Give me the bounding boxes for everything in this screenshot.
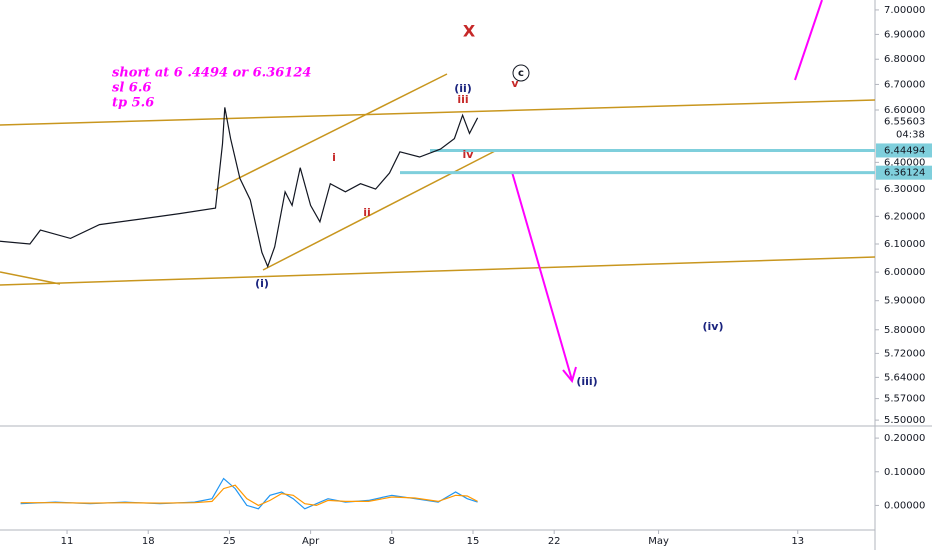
wave-label: (iv) [703, 320, 724, 333]
trend-line [0, 99, 876, 126]
arrows [511, 0, 823, 384]
y-tick-label: 6.70000 [884, 79, 925, 90]
trend-line [0, 256, 876, 286]
y-tick-label: 6.40000 [884, 157, 925, 168]
price-level-label: 6.44494 [884, 145, 925, 156]
y-tick-label: 6.80000 [884, 54, 925, 65]
note-text: tp 5.6 [112, 96, 154, 111]
x-tick-label: 15 [467, 536, 480, 547]
last-price-label: 6.55603 [884, 116, 925, 127]
y-tick-label: 0.00000 [884, 500, 925, 511]
x-tick-label: May [648, 536, 669, 547]
y-tick-label: 5.64000 [884, 372, 925, 383]
price-level-tag [876, 143, 932, 158]
x-tick-label: 22 [548, 536, 561, 547]
x-tick-label: Apr [302, 536, 320, 547]
wave-label: c [518, 68, 524, 79]
wave-label: v [511, 77, 519, 90]
y-tick-label: 5.72000 [884, 348, 925, 359]
countdown-label: 04:38 [896, 129, 925, 140]
y-tick-label: 6.60000 [884, 105, 925, 116]
channel-line [262, 149, 498, 271]
channel-line [214, 73, 448, 191]
wave-label: iv [463, 148, 475, 161]
y-tick-label: 5.50000 [884, 415, 925, 426]
y-tick-label: 5.90000 [884, 296, 925, 307]
y-tick-label: 5.80000 [884, 325, 925, 336]
price-level-label: 6.36124 [884, 168, 925, 179]
y-tick-label: 6.00000 [884, 267, 925, 278]
trend-line [0, 271, 61, 285]
y-tick-label: 6.90000 [884, 29, 925, 40]
indicator-line [20, 484, 478, 507]
wave-label: (iii) [576, 375, 597, 388]
note-text: short at 6 .4494 or 6.36124 [112, 66, 311, 81]
y-tick-label: 5.57000 [884, 394, 925, 405]
x-tick-label: 18 [142, 536, 155, 547]
arrow-head [562, 366, 577, 384]
x-tick-label: 25 [223, 536, 236, 547]
price-level-tag [876, 165, 932, 180]
y-tick-label: 6.30000 [884, 184, 925, 195]
note-text: sl 6.6 [112, 81, 151, 96]
arrow-line [511, 171, 573, 381]
y-tick-label: 7.00000 [884, 5, 925, 16]
wave-label: X [463, 22, 476, 41]
wave-circle [512, 64, 530, 82]
y-tick-label: 0.20000 [884, 433, 925, 444]
trend-lines [0, 73, 876, 286]
wave-label: (i) [255, 277, 269, 290]
wave-label: ii [363, 206, 371, 219]
x-tick-label: 11 [61, 536, 74, 547]
x-tick-label: 8 [389, 536, 395, 547]
wave-label: iii [457, 93, 468, 106]
x-tick-label: 13 [791, 536, 804, 547]
price-line [0, 107, 479, 269]
y-tick-label: 6.20000 [884, 211, 925, 222]
wave-label: i [332, 151, 336, 164]
arrow-line [794, 0, 823, 81]
wave-label: (ii) [454, 82, 472, 95]
y-tick-label: 6.10000 [884, 239, 925, 250]
y-tick-label: 0.10000 [884, 467, 925, 478]
